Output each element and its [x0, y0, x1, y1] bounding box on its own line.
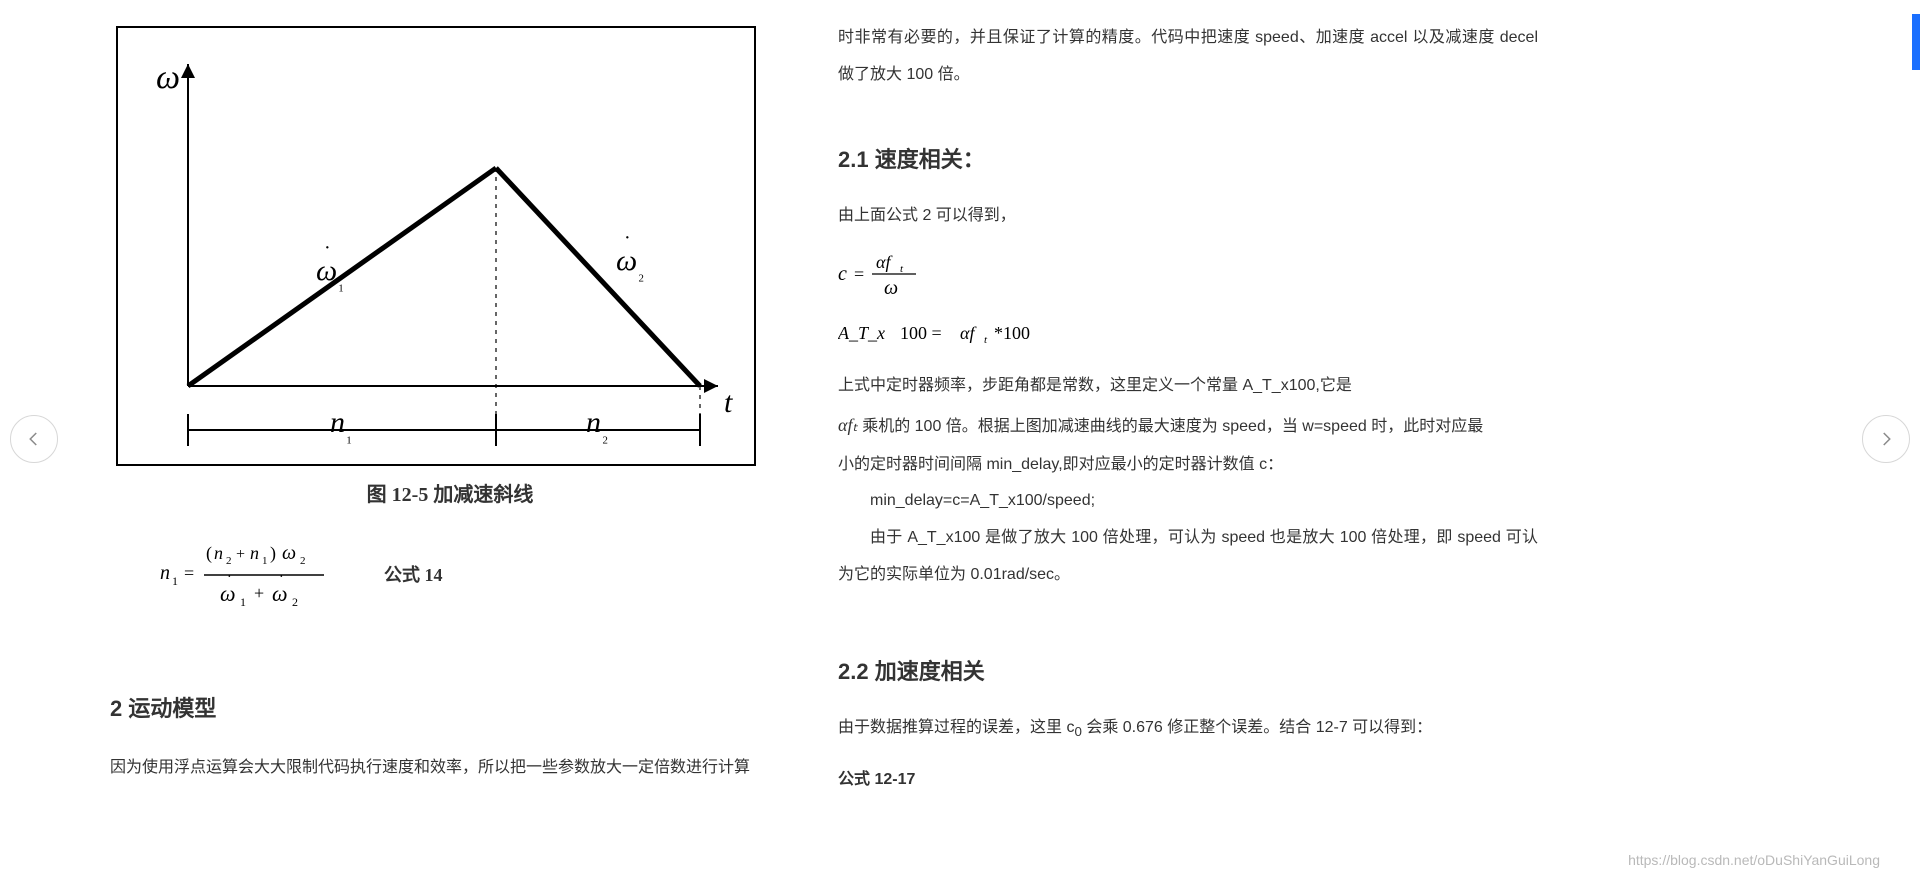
svg-text:₂: ₂	[638, 262, 644, 282]
svg-text:ω: ω	[884, 277, 898, 299]
left-column: ωtω·₁ω·₂n₁n₂ 图 12-5 加减速斜线 n1=(n2+n1)ω2ω·…	[110, 0, 790, 785]
formula-c-eq: c = αftω	[838, 248, 958, 300]
right-top-para: 时非常有必要的，并且保证了计算的精度。代码中把速度 speed、加速度 acce…	[838, 20, 1538, 94]
p-2-1-b: 上式中定时器频率，步距角都是常数，这里定义一个常量 A_T_x100,它是	[838, 368, 1538, 405]
section-2-2-heading: 2.2 加速度相关	[838, 654, 1538, 686]
svg-text:t: t	[900, 263, 904, 275]
svg-text:t: t	[984, 334, 988, 346]
svg-text:·: ·	[624, 227, 631, 249]
svg-text:+: +	[254, 583, 264, 603]
p-2-1-c: αfₜ 乘机的 100 倍。根据上图加减速曲线的最大速度为 speed，当 w=…	[838, 405, 1538, 446]
svg-text:·: ·	[324, 237, 331, 259]
chevron-left-icon	[25, 430, 43, 448]
svg-text:*100: *100	[994, 323, 1030, 343]
p-2-2-a: 由于数据推算过程的误差，这里 c0 会乘 0.676 修正整个误差。结合 12-…	[838, 710, 1538, 748]
svg-text:c: c	[838, 263, 847, 285]
chevron-right-icon	[1877, 430, 1895, 448]
svg-text:ω: ω	[282, 542, 296, 564]
svg-text:n: n	[160, 562, 170, 584]
formula-at-eq: A_T_x 100 = αft *100	[838, 319, 1138, 349]
svg-text:(: (	[206, 543, 212, 564]
p-2-2-b: 公式 12-17	[838, 762, 1538, 799]
svg-text:+: +	[236, 546, 245, 563]
svg-text:2: 2	[226, 555, 232, 567]
svg-text:n: n	[214, 543, 223, 563]
svg-text:n: n	[330, 406, 345, 439]
svg-text:ω: ω	[156, 59, 180, 96]
svg-text:αf: αf	[876, 252, 893, 272]
svg-text:100 =: 100 =	[900, 323, 942, 343]
svg-text:·: ·	[227, 570, 232, 585]
svg-text:t: t	[724, 386, 733, 419]
formula-14: n1=(n2+n1)ω2ω·1+ω·2 公式 14	[160, 535, 790, 613]
svg-text:·: ·	[279, 570, 284, 585]
formula-14-label: 公式 14	[384, 561, 443, 587]
prev-button[interactable]	[10, 415, 58, 463]
svg-text:): )	[270, 543, 276, 564]
formula-14-eq: n1=(n2+n1)ω2ω·1+ω·2	[160, 535, 360, 613]
p-2-1-d: 小的定时器时间间隔 min_delay,即对应最小的定时器计数值 c：	[838, 447, 1538, 484]
svg-text:2: 2	[300, 555, 306, 567]
section-2-para: 因为使用浮点运算会大大限制代码执行速度和效率，所以把一些参数放大一定倍数进行计算	[110, 751, 790, 785]
section-2-1-heading: 2.1 速度相关：	[838, 142, 1538, 174]
svg-text:₂: ₂	[602, 424, 608, 444]
right-column: 时非常有必要的，并且保证了计算的精度。代码中把速度 speed、加速度 acce…	[838, 0, 1538, 798]
svg-text:2: 2	[292, 595, 298, 609]
svg-text:1: 1	[172, 574, 178, 588]
accel-decel-chart: ωtω·₁ω·₂n₁n₂	[118, 28, 758, 468]
svg-text:₁: ₁	[346, 424, 352, 444]
code-min-delay: min_delay=c=A_T_x100/speed;	[838, 483, 1538, 520]
p-2-1-c-text: 乘机的 100 倍。根据上图加减速曲线的最大速度为 speed，当 w=spee…	[858, 418, 1483, 435]
svg-text:A_T_x: A_T_x	[838, 323, 885, 343]
watermark: https://blog.csdn.net/oDuShiYanGuiLong	[1628, 852, 1880, 868]
svg-text:=: =	[854, 264, 864, 284]
next-button[interactable]	[1862, 415, 1910, 463]
formula-at: A_T_x 100 = αft *100	[838, 319, 1538, 354]
p-2-1-a: 由上面公式 2 可以得到，	[838, 198, 1538, 235]
svg-text:₁: ₁	[338, 272, 344, 292]
svg-text:αf: αf	[960, 323, 977, 343]
section-2-heading: 2 运动模型	[110, 691, 790, 723]
page-root: ωtω·₁ω·₂n₁n₂ 图 12-5 加减速斜线 n1=(n2+n1)ω2ω·…	[0, 0, 1920, 878]
svg-text:=: =	[184, 563, 194, 583]
svg-text:1: 1	[240, 595, 246, 609]
p-2-1-e: 由于 A_T_x100 是做了放大 100 倍处理，可认为 speed 也是放大…	[838, 520, 1538, 594]
svg-text:n: n	[250, 543, 259, 563]
side-tab[interactable]	[1912, 14, 1920, 70]
svg-text:1: 1	[262, 555, 268, 567]
figure-box: ωtω·₁ω·₂n₁n₂	[116, 26, 756, 466]
formula-c: c = αftω	[838, 248, 1538, 305]
figure-caption: 图 12-5 加减速斜线	[110, 478, 790, 507]
svg-text:n: n	[586, 406, 601, 439]
alpha-ft: αfₜ	[838, 415, 858, 435]
